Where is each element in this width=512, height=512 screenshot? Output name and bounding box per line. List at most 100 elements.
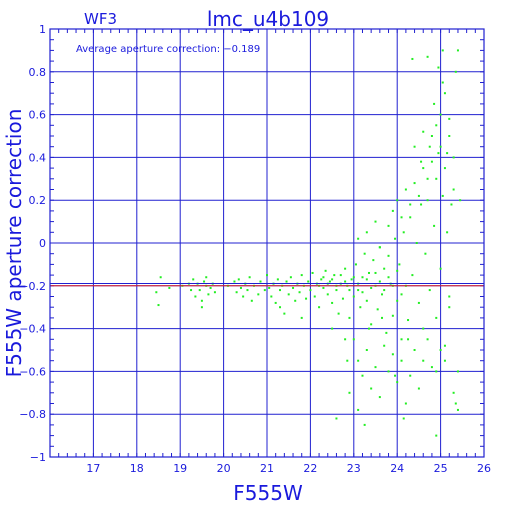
- data-point: [266, 274, 268, 277]
- data-point: [448, 135, 451, 137]
- data-point: [407, 319, 410, 322]
- data-point: [400, 359, 403, 362]
- data-point: [443, 167, 446, 170]
- data-point: [454, 402, 457, 405]
- y-tick-labels: −1 −0.8 −0.6 −0.4 −0.2 0 0.2 0.4 0.6 0.8 1: [19, 23, 46, 464]
- x-tick-label: 21: [260, 462, 274, 475]
- data-point: [311, 271, 314, 274]
- data-point: [365, 231, 368, 234]
- data-point: [417, 301, 420, 304]
- data-point: [443, 92, 446, 95]
- data-point: [439, 349, 442, 351]
- data-point: [337, 312, 340, 315]
- data-point: [435, 316, 438, 319]
- y-tick-label: 0.6: [29, 109, 47, 122]
- data-point: [439, 145, 442, 148]
- data-point: [276, 278, 279, 281]
- data-point: [450, 203, 453, 206]
- data-point: [233, 280, 236, 283]
- data-point: [268, 286, 271, 289]
- data-point: [155, 291, 158, 294]
- data-point: [344, 338, 347, 341]
- data-point: [305, 297, 308, 300]
- data-point: [346, 359, 349, 362]
- data-point: [441, 194, 444, 197]
- x-tick-label: 17: [86, 462, 100, 475]
- data-point: [361, 374, 364, 377]
- data-point: [344, 280, 347, 283]
- chart-title: lmc_u4b109: [207, 7, 329, 31]
- data-point: [344, 267, 347, 270]
- data-point: [335, 417, 338, 420]
- data-point: [456, 49, 459, 52]
- data-point: [324, 269, 327, 272]
- data-point: [441, 81, 444, 84]
- data-point: [422, 130, 425, 133]
- x-tick-labels: 17 18 19 20 21 22 23 24 25 26: [86, 462, 491, 475]
- y-tick-label: 0.4: [29, 151, 47, 164]
- data-point: [300, 316, 303, 319]
- data-point: [404, 402, 407, 405]
- data-point: [383, 344, 386, 347]
- data-point: [239, 286, 242, 289]
- data-point: [359, 306, 362, 309]
- data-point: [437, 152, 440, 155]
- data-point: [452, 391, 455, 394]
- data-point: [420, 160, 423, 163]
- data-point: [439, 267, 442, 270]
- data-point: [396, 269, 399, 272]
- data-point: [307, 280, 310, 283]
- data-point: [409, 203, 412, 206]
- data-point: [426, 177, 429, 180]
- data-point: [374, 366, 377, 369]
- x-tick-label: 22: [303, 462, 317, 475]
- data-point: [357, 359, 360, 362]
- data-point: [415, 242, 418, 244]
- data-point: [435, 434, 438, 437]
- average-aperture-annotation: Average aperture correction: −0.189: [76, 44, 260, 55]
- data-point: [313, 295, 316, 298]
- data-point: [381, 316, 384, 319]
- data-point: [437, 66, 440, 69]
- data-point: [361, 291, 364, 294]
- data-point: [448, 117, 451, 120]
- data-point: [246, 289, 249, 292]
- data-point: [407, 338, 410, 341]
- data-point: [194, 295, 197, 298]
- data-point: [398, 263, 401, 266]
- x-axis-label: F555W: [233, 481, 303, 505]
- x-tick-label: 18: [130, 462, 144, 475]
- data-point: [426, 199, 429, 202]
- x-tick-label: 26: [477, 462, 491, 475]
- data-point: [435, 370, 438, 373]
- y-tick-label: 1: [39, 23, 46, 36]
- data-point: [300, 274, 303, 277]
- data-point: [279, 289, 282, 292]
- data-point: [456, 408, 459, 411]
- data-point: [205, 276, 208, 279]
- data-point: [257, 293, 260, 296]
- data-point: [391, 314, 394, 317]
- data-point: [376, 308, 379, 311]
- data-point: [394, 237, 397, 240]
- data-point: [350, 278, 353, 281]
- data-point: [348, 316, 351, 319]
- data-point: [361, 276, 364, 279]
- data-point: [448, 306, 451, 309]
- data-point: [283, 312, 286, 315]
- data-point: [422, 327, 425, 330]
- x-tick-label: 19: [173, 462, 187, 475]
- data-point: [424, 252, 427, 255]
- data-point: [259, 280, 262, 283]
- data-point: [387, 370, 390, 373]
- plot-frame: [49, 28, 485, 458]
- data-point: [248, 276, 251, 279]
- data-point: [452, 188, 455, 191]
- data-point: [352, 338, 355, 341]
- data-point: [420, 203, 423, 206]
- data-point: [387, 276, 390, 279]
- x-tick-label: 25: [434, 462, 448, 475]
- y-tick-label: −0.4: [19, 323, 46, 336]
- data-point: [352, 295, 355, 298]
